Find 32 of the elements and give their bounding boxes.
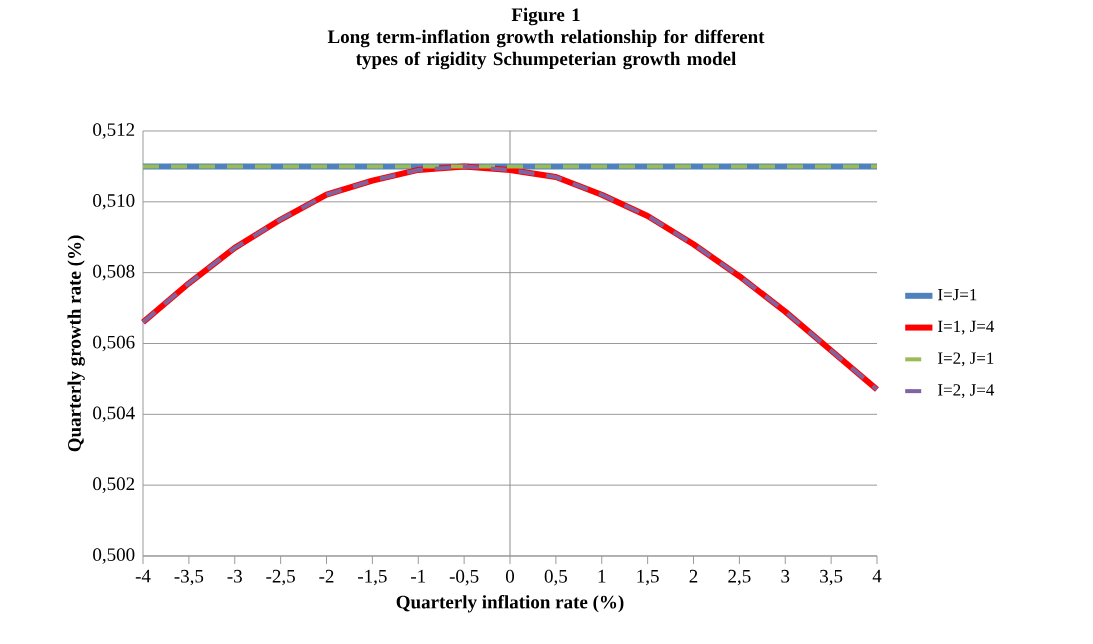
x-tick-label: 1,5 xyxy=(637,569,659,586)
legend-label: I=2, J=1 xyxy=(938,352,994,367)
legend-label: I=1, J=4 xyxy=(938,320,995,335)
x-tick-label: 3,5 xyxy=(820,569,843,586)
x-tick-label: -3,5 xyxy=(174,569,204,586)
x-tick-label: 0,5 xyxy=(544,569,568,586)
x-tick-label: -1 xyxy=(411,569,426,583)
x-tick-label: -3 xyxy=(227,569,242,583)
y-tick-label: 0,512 xyxy=(93,123,135,139)
y-tick-label: 0,506 xyxy=(93,335,135,352)
x-tick-label: -2,5 xyxy=(266,569,295,586)
y-tick-label: 0,510 xyxy=(93,194,135,210)
y-tick-label: 0,508 xyxy=(93,264,135,281)
x-tick-label: -2 xyxy=(319,569,334,583)
y-tick-label: 0,502 xyxy=(93,477,135,493)
x-axis-title: Quarterly inflation rate (%) xyxy=(396,594,624,613)
chart-subtitle: Long term-inflation growth relationship for different types of rigidity Schumpeterian growth model xyxy=(327,29,765,70)
y-axis-title: Quarterly growth rate (%) xyxy=(67,235,85,452)
x-tick-label: 2,5 xyxy=(728,569,751,586)
y-tick-label: 0,504 xyxy=(93,406,135,423)
legend-label: I=2, J=4 xyxy=(938,384,995,399)
chart-title: Figure 1 xyxy=(511,7,580,26)
x-tick-label: 0 xyxy=(505,569,515,583)
x-tick-label: 2 xyxy=(689,569,698,583)
x-tick-label: -0,5 xyxy=(449,569,479,586)
x-tick-label: 1 xyxy=(598,569,606,583)
y-tick-label: 0,500 xyxy=(93,548,135,564)
x-tick-label: -4 xyxy=(135,569,151,583)
legend-label: I=J=1 xyxy=(938,288,977,301)
x-tick-label: 4 xyxy=(872,569,882,583)
x-tick-label: -1,5 xyxy=(358,569,387,586)
x-tick-label: 3 xyxy=(781,569,790,583)
